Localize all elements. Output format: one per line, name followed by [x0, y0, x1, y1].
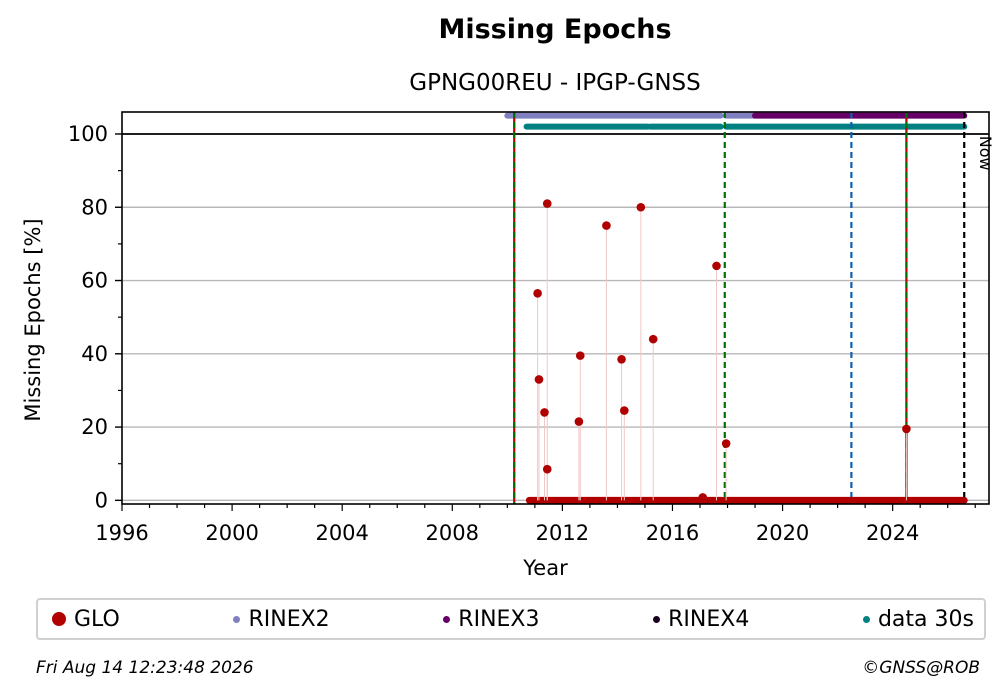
legend-label: RINEX2 — [248, 606, 330, 632]
data-point — [542, 464, 552, 474]
plot-frame — [121, 111, 990, 505]
data-point — [602, 221, 611, 230]
legend-item: RINEX4 — [653, 607, 749, 632]
y-axis-label: Missing Epochs [%] — [21, 218, 45, 421]
y-tick-label: 60 — [81, 269, 108, 293]
data-point — [620, 406, 629, 415]
data-point — [542, 199, 552, 208]
data-point — [721, 439, 731, 448]
y-tick-label: 0 — [95, 488, 108, 512]
y-tick-label: 20 — [81, 415, 108, 439]
legend-label: RINEX4 — [668, 606, 750, 632]
legend-label: GLO — [74, 606, 120, 632]
missing-epochs-chart: Now 0 20 40 60 80 100 1996 2000 2004 2008 2012 2016 2… — [21, 111, 995, 580]
y-tick-label: 100 — [68, 122, 108, 146]
data-point — [698, 493, 708, 502]
data-point — [575, 351, 585, 360]
data-point — [540, 408, 549, 417]
legend-marker — [862, 615, 870, 623]
legend-marker — [653, 615, 661, 623]
x-tick-label: 2024 — [866, 521, 919, 545]
legend-item: RINEX2 — [233, 606, 330, 632]
legend-marker — [52, 612, 66, 626]
y-tick-label: 40 — [81, 342, 108, 366]
x-tick-label: 1996 — [95, 521, 148, 545]
legend-item: RINEX3 — [443, 606, 540, 632]
data-point — [534, 375, 544, 384]
x-tick-label: 2016 — [646, 521, 699, 545]
data-point — [636, 202, 646, 212]
data-point — [712, 261, 721, 271]
copyright-text: ©GNSS@ROB — [862, 658, 980, 678]
now-label: Now — [976, 136, 995, 171]
timestamp-text: Fri Aug 14 12:23:48 2026 — [36, 658, 254, 678]
legend-item: GLO — [52, 607, 120, 632]
x-tick-label: 2020 — [756, 521, 809, 545]
x-axis-label: Year — [522, 556, 568, 580]
chart-subtitle: GPNG00REU - IPGP-GNSS — [409, 70, 701, 96]
data-point — [902, 424, 911, 434]
x-tick-label: 2008 — [426, 521, 479, 545]
x-tick-label: 2004 — [315, 521, 368, 545]
x-tick-label: 2012 — [536, 521, 589, 545]
y-tick-label: 80 — [81, 195, 108, 219]
legend-item: data 30s — [862, 606, 974, 632]
legend-marker — [233, 615, 241, 623]
x-tick-label: 2000 — [205, 521, 258, 545]
data-point — [617, 354, 626, 364]
data-point — [533, 289, 542, 298]
legend-marker — [443, 615, 451, 623]
chart-title: Missing Epochs — [438, 14, 672, 45]
data-point — [648, 334, 658, 344]
data-point — [574, 417, 584, 426]
chart-legend: GLO RINEX2 RINEX3 RINEX4 data 30s — [36, 598, 986, 640]
legend-label: RINEX3 — [458, 606, 540, 632]
legend-label: data 30s — [877, 606, 974, 632]
